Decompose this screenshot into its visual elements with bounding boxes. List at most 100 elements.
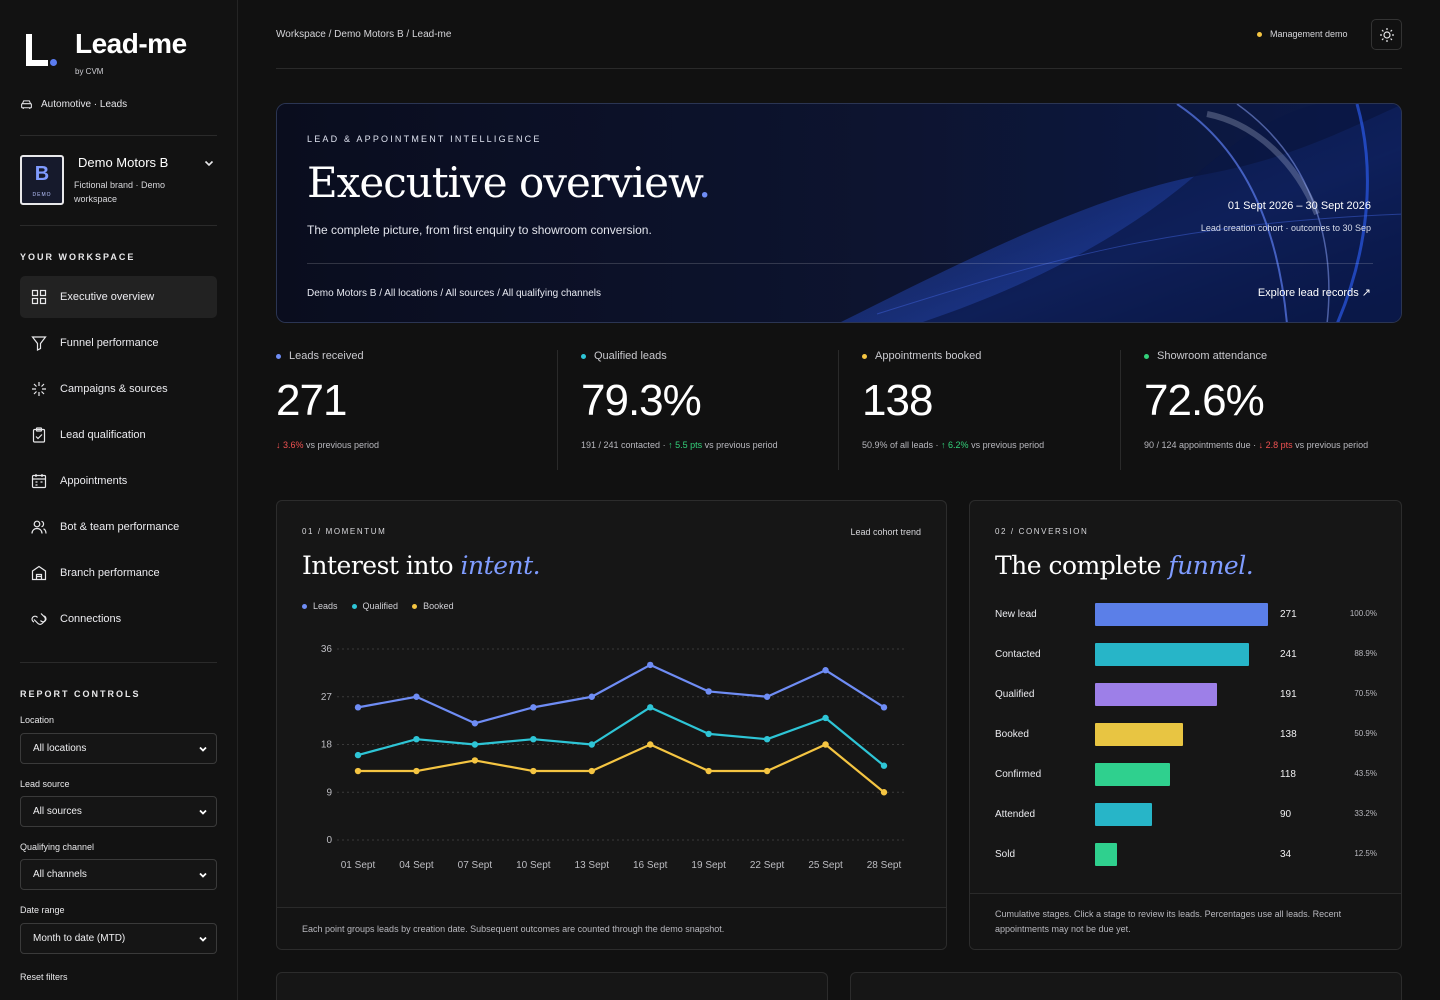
kpi-note: 50.9% of all leads · ↑ 6.2% vs previous …	[862, 438, 1092, 452]
clipboard-check-icon	[32, 427, 46, 443]
funnel-stage-booked[interactable]: Booked 138 50.9%	[995, 723, 1377, 747]
brand-logo-icon	[26, 34, 58, 68]
sidebar-item-lead-qualification[interactable]: Lead qualification	[20, 414, 217, 456]
kpi-note-post: vs previous period	[968, 440, 1045, 450]
explore-lead-records-link[interactable]: Explore lead records ↗	[1257, 287, 1371, 299]
hero-date-range: 01 Sept 2026 – 30 Sept 2026	[1227, 200, 1371, 212]
brand-byline: by CVM	[75, 67, 104, 76]
data-point-booked	[588, 767, 595, 775]
kpi-label-text: Showroom attendance	[1157, 350, 1268, 362]
lower-card-right	[850, 972, 1402, 1000]
kpi-dot-icon	[276, 353, 281, 359]
funnel-stage-bar	[1095, 643, 1249, 666]
x-tick-label: 13 Sept	[575, 860, 610, 871]
sidebar-divider	[20, 662, 217, 663]
sidebar-item-campaigns-sources[interactable]: Campaigns & sources	[20, 368, 217, 410]
location-value: All locations	[33, 743, 87, 754]
hero-divider	[307, 263, 1373, 264]
kpi-label: Showroom attendance	[1144, 350, 1384, 362]
hero-banner: LEAD & APPOINTMENT INTELLIGENCE Executiv…	[276, 103, 1402, 323]
sidebar-item-executive-overview[interactable]: Executive overview	[20, 276, 217, 318]
lead-source-select[interactable]: All sources	[20, 796, 217, 827]
funnel-stage-name: Booked	[995, 729, 1029, 740]
data-point-booked	[354, 767, 362, 775]
kpi-note: 191 / 241 contacted · ↑ 5.5 pts vs previ…	[581, 438, 811, 452]
sidebar-item-funnel-performance[interactable]: Funnel performance	[20, 322, 217, 364]
funnel-stage-name: Attended	[995, 809, 1036, 820]
workspace-switcher[interactable]: B DEMO Demo Motors B Fictional brand · D…	[20, 153, 217, 209]
kpi-note-pre: 191 / 241 contacted ·	[581, 440, 669, 450]
kpi-delta: ↓ 2.8 pts	[1258, 440, 1293, 450]
funnel-stage-percent: 88.9%	[1354, 649, 1377, 658]
sidebar-divider	[20, 135, 217, 136]
funnel-stage-new-lead[interactable]: New lead 271 100.0%	[995, 603, 1377, 627]
kpi-note: 90 / 124 appointments due · ↓ 2.8 pts vs…	[1144, 438, 1384, 452]
kpi-dot-icon	[1144, 353, 1149, 359]
data-point-leads	[880, 704, 888, 711]
funnel-stage-contacted[interactable]: Contacted 241 88.9%	[995, 643, 1377, 667]
status-dot-icon	[1257, 31, 1262, 37]
data-point-qualified	[530, 735, 537, 743]
data-point-leads	[647, 661, 654, 669]
workspace-badge: B DEMO	[20, 155, 64, 205]
data-point-booked	[763, 767, 771, 775]
hero-subtitle: The complete picture, from first enquiry…	[307, 223, 652, 237]
funnel-stage-count: 34	[1280, 849, 1292, 860]
reset-filters-link[interactable]: Reset filters	[20, 972, 68, 982]
data-point-leads	[763, 693, 771, 700]
legend-dot-icon	[302, 603, 307, 609]
sidebar-item-appointments[interactable]: Appointments	[20, 460, 217, 502]
funnel-stage-percent: 12.5%	[1354, 849, 1377, 858]
channel-label: Qualifying channel	[20, 842, 95, 852]
card-footer: Each point groups leads by creation date…	[277, 907, 946, 949]
data-point-booked	[822, 741, 829, 748]
kpi-appointments-booked: Appointments booked 138 50.9% of all lea…	[862, 350, 1092, 470]
kpi-note-post: vs previous period	[702, 440, 778, 450]
legend-label: Leads	[313, 601, 338, 611]
x-tick-label: 19 Sept	[691, 860, 726, 871]
mode-indicator: Management demo	[1257, 29, 1348, 39]
sidebar-item-bot-team-performance[interactable]: Bot & team performance	[20, 506, 217, 548]
sidebar-item-label: Campaigns & sources	[60, 383, 168, 395]
data-point-booked	[647, 741, 654, 748]
data-point-leads	[354, 704, 362, 711]
channel-select[interactable]: All channels	[20, 859, 217, 890]
legend-item-qualified[interactable]: Qualified	[351, 601, 398, 611]
sun-icon	[1379, 27, 1394, 42]
y-tick-label: 0	[326, 835, 332, 846]
card-footnote: Each point groups leads by creation date…	[302, 924, 725, 934]
location-select[interactable]: All locations	[20, 733, 217, 764]
sidebar-item-branch-performance[interactable]: Branch performance	[20, 552, 217, 594]
x-tick-label: 16 Sept	[633, 860, 668, 871]
sidebar-item-connections[interactable]: Connections	[20, 598, 217, 640]
date-range-select[interactable]: Month to date (MTD)	[20, 923, 217, 954]
data-point-booked	[705, 767, 712, 775]
funnel-stage-qualified[interactable]: Qualified 191 70.5%	[995, 683, 1377, 707]
data-point-qualified	[354, 751, 362, 759]
x-tick-label: 01 Sept	[341, 860, 376, 871]
kpi-label-text: Appointments booked	[875, 350, 982, 362]
data-point-qualified	[588, 741, 595, 748]
kpi-label: Qualified leads	[581, 350, 811, 362]
sidebar-item-label: Lead qualification	[60, 429, 146, 441]
data-point-leads	[588, 693, 595, 700]
legend-label: Booked	[423, 601, 454, 611]
funnel-stage-sold[interactable]: Sold 34 12.5%	[995, 843, 1377, 867]
lead-source-label: Lead source	[20, 779, 70, 789]
kpi-value: 271	[276, 376, 347, 425]
funnel-stage-count: 90	[1280, 809, 1292, 820]
sparkle-icon	[32, 382, 46, 396]
card-footnote: Cumulative stages. Click a stage to revi…	[995, 909, 1342, 934]
funnel-stage-confirmed[interactable]: Confirmed 118 43.5%	[995, 763, 1377, 787]
data-point-qualified	[763, 735, 771, 743]
funnel-stage-attended[interactable]: Attended 90 33.2%	[995, 803, 1377, 827]
legend-item-booked[interactable]: Booked	[412, 601, 454, 611]
kpi-divider	[1120, 350, 1121, 470]
breadcrumb: Workspace / Demo Motors B / Lead-me	[276, 29, 452, 40]
theme-toggle-button[interactable]	[1371, 19, 1402, 50]
funnel-stage-name: Contacted	[995, 649, 1041, 660]
legend-item-leads[interactable]: Leads	[302, 601, 338, 611]
card-tag: Lead cohort trend	[850, 527, 921, 537]
kpi-note: ↓ 3.6% vs previous period	[276, 438, 546, 452]
link-icon	[31, 613, 47, 625]
